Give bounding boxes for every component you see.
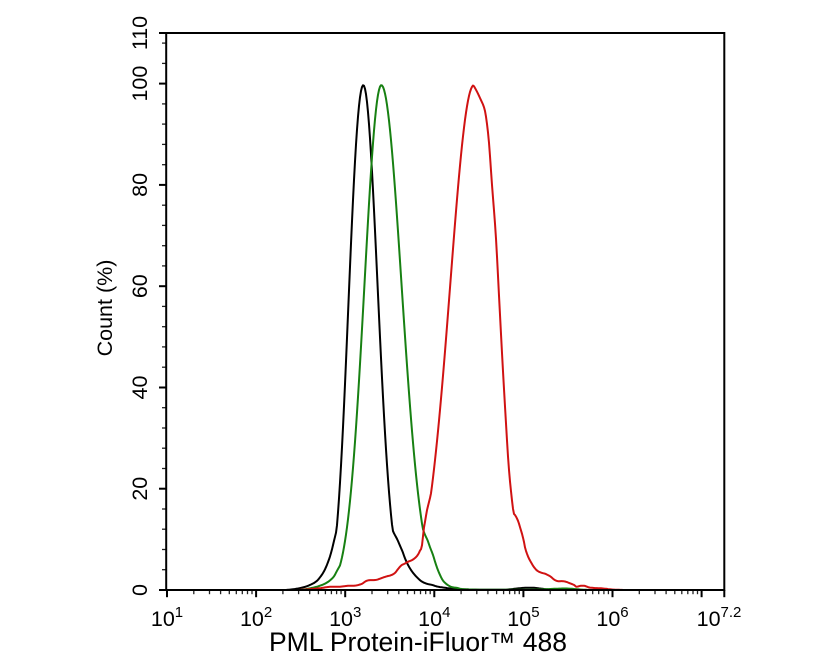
svg-text:PML Protein-iFluor™ 488: PML Protein-iFluor™ 488: [269, 627, 567, 657]
svg-text:20: 20: [128, 477, 152, 501]
svg-text:60: 60: [128, 274, 152, 298]
svg-text:80: 80: [128, 173, 152, 197]
svg-text:103: 103: [329, 604, 361, 631]
svg-text:100: 100: [128, 66, 152, 102]
svg-text:40: 40: [128, 376, 152, 400]
svg-text:Count (%): Count (%): [93, 260, 117, 357]
svg-text:0: 0: [128, 584, 152, 596]
svg-text:110: 110: [128, 16, 152, 50]
